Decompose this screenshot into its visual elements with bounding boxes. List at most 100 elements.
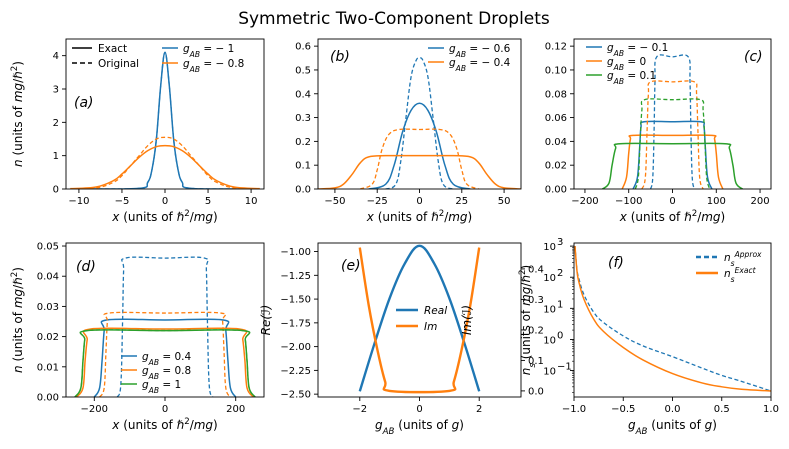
figure-title: Symmetric Two-Component Droplets <box>238 9 550 29</box>
panel-1-series-2-line <box>318 156 521 189</box>
panel-3-ytick-label: 0.01 <box>37 362 59 373</box>
panel-1-xlabel: x (units of ℏ2/mg) <box>366 209 472 224</box>
panel-3-ytick-label: 0.02 <box>37 332 59 343</box>
panel-5-legend-label: nsExact <box>724 266 757 284</box>
panel-4-ytick-label: −1.75 <box>280 318 311 329</box>
panel-1-xtick-label: 25 <box>455 196 468 207</box>
panel-4-ylabel-left: Re(ℐ) <box>259 305 273 336</box>
panel-1-ytick-label: 0.5 <box>295 65 311 76</box>
panel-3-xlabel: x (units of ℏ2/mg) <box>111 417 217 432</box>
panel-5-label: (f) <box>608 255 624 271</box>
panel-1-ytick-label: 0.6 <box>295 42 311 53</box>
panel-4-ytick-label: −2.50 <box>280 390 311 401</box>
panel-0-ytick-label: 2 <box>53 118 59 129</box>
panel-1-legend-label: gAB = − 0.4 <box>449 57 511 73</box>
panel-5-ytick-exponent: 3 <box>557 237 563 248</box>
panel-0-ylabel: n (units of mg/ℏ2) <box>10 61 25 167</box>
panel-2-xtick-label: −200 <box>571 196 598 207</box>
panel-0-style-legend-label: Exact <box>98 43 127 55</box>
panel-2-ytick-label: 0.08 <box>545 89 567 100</box>
panel-5-xtick-label: −0.5 <box>611 404 635 415</box>
panel-3-ytick-label: 0.05 <box>37 242 59 253</box>
panel-3-label: (d) <box>76 259 96 275</box>
panel-0-xtick-label: 5 <box>205 196 211 207</box>
panel-5-ytick-exponent: 0 <box>557 330 563 341</box>
panel-1-ytick-label: 0.3 <box>295 113 311 124</box>
panel-2-ytick-label: 0.00 <box>545 185 567 196</box>
panel-1-plot-area <box>318 58 521 189</box>
panel-4-ytick-label: −2.25 <box>280 366 311 377</box>
panel-5-ytick-label: 10 <box>543 273 556 284</box>
panel-4-ylabel-right: Im(ℐ) <box>460 305 474 335</box>
panel-1-xtick-label: −25 <box>367 196 388 207</box>
panel-4-xlabel: gAB (units of g) <box>375 418 464 437</box>
panel-2-ytick-label: 0.02 <box>545 161 567 172</box>
panel-0-ytick-label: 3 <box>53 85 59 96</box>
panel-1-series-3-line <box>360 129 478 189</box>
panel-2-series-0-line <box>633 121 712 189</box>
panel-3-legend-label: gAB = 1 <box>142 379 181 395</box>
panel-2-xlabel: x (units of ℏ2/mg) <box>619 209 725 224</box>
panel-2-xtick-label: −100 <box>615 196 642 207</box>
panel-1-series-1-line <box>386 58 454 189</box>
panel-5-xtick-label: 0.5 <box>714 404 730 415</box>
panel-4-label: (e) <box>341 258 361 274</box>
panel-0-legend-label: gAB = − 1 <box>183 43 234 59</box>
panel-0-legend-label: gAB = − 0.8 <box>183 58 244 74</box>
panel-5-ytick-exponent: 2 <box>557 268 563 279</box>
panel-4-xtick-label: 0 <box>416 404 422 415</box>
panel-4-legend-label: Im <box>424 321 437 333</box>
panel-1-ytick-label: 0.4 <box>295 89 311 100</box>
panel-4-xtick-label: −2 <box>352 404 367 415</box>
panel-2-ytick-label: 0.04 <box>545 137 567 148</box>
panel-3-ytick-label: 0.00 <box>37 393 59 404</box>
panel-0-ytick-label: 4 <box>53 51 59 62</box>
panel-1-ytick-label: 0.1 <box>295 161 311 172</box>
panel-4-ytick-label: −1.50 <box>280 295 311 306</box>
panel-2-label: (c) <box>744 49 763 65</box>
panel-0-series-2-line <box>70 146 259 189</box>
panel-5-ytick-label: 10 <box>543 335 556 346</box>
panel-0-series-1-line <box>79 52 251 189</box>
panel-3-xtick-label: 200 <box>226 404 245 415</box>
panel-1-ytick-label: 0.0 <box>295 185 311 196</box>
panel-2-xtick-label: 100 <box>707 196 726 207</box>
panel-0-xtick-label: 10 <box>245 196 258 207</box>
panel-5-ytick-label: 10 <box>543 367 556 378</box>
panel-5-xtick-label: 0.0 <box>665 404 681 415</box>
panel-2-ytick-label: 0.10 <box>545 65 567 76</box>
panel-4-legend-label: Real <box>424 305 447 317</box>
panel-5-ytick-label: 10 <box>543 304 556 315</box>
panel-2-series-4-line <box>602 143 742 189</box>
panel-1-xtick-label: 50 <box>498 196 511 207</box>
panel-0-xtick-label: −10 <box>68 196 89 207</box>
panel-0-plot-area <box>70 52 259 189</box>
panel-4-xtick-label: 2 <box>476 404 482 415</box>
panel-5-ytick-label: 10 <box>543 242 556 253</box>
panel-2-xtick-label: 0 <box>669 196 675 207</box>
panel-5-xtick-label: 1.0 <box>763 404 779 415</box>
panel-3-xtick-label: 0 <box>162 404 168 415</box>
panel-3-xtick-label: −200 <box>81 404 108 415</box>
panel-1-label: (b) <box>330 49 350 65</box>
panel-4-ytick-label: −1.25 <box>280 271 311 282</box>
panel-2-frame <box>574 39 771 189</box>
figure: Symmetric Two-Component Droplets −10 −5 0 5… <box>0 0 789 449</box>
panel-0-xlabel: x (units of ℏ2/mg) <box>111 209 217 224</box>
panel-0-ytick-label: 1 <box>53 151 59 162</box>
panel-4-ytick-label: −1.00 <box>280 247 311 258</box>
panel-0-ytick-label: 0 <box>53 185 59 196</box>
panel-0-xtick-label: −5 <box>115 196 130 207</box>
panel-3-ytick-label: 0.03 <box>37 302 59 313</box>
panel-5-ytick-exponent: 1 <box>557 299 563 310</box>
panel-3-ytick-label: 0.04 <box>37 272 59 283</box>
panel-5-xlabel: gAB (units of g) <box>628 418 717 437</box>
panel-4-ytick-right-label: 0.0 <box>528 386 544 397</box>
panel-2-ytick-label: 0.12 <box>545 42 567 53</box>
panel-0-style-legend-label: Original <box>98 58 139 70</box>
panel-2-xtick-label: 200 <box>751 196 770 207</box>
panel-1-series-0-line <box>369 103 471 189</box>
panel-2-ytick-label: 0.06 <box>545 113 567 124</box>
panel-0-xtick-label: 0 <box>162 196 168 207</box>
panel-1-xtick-label: −50 <box>324 196 345 207</box>
